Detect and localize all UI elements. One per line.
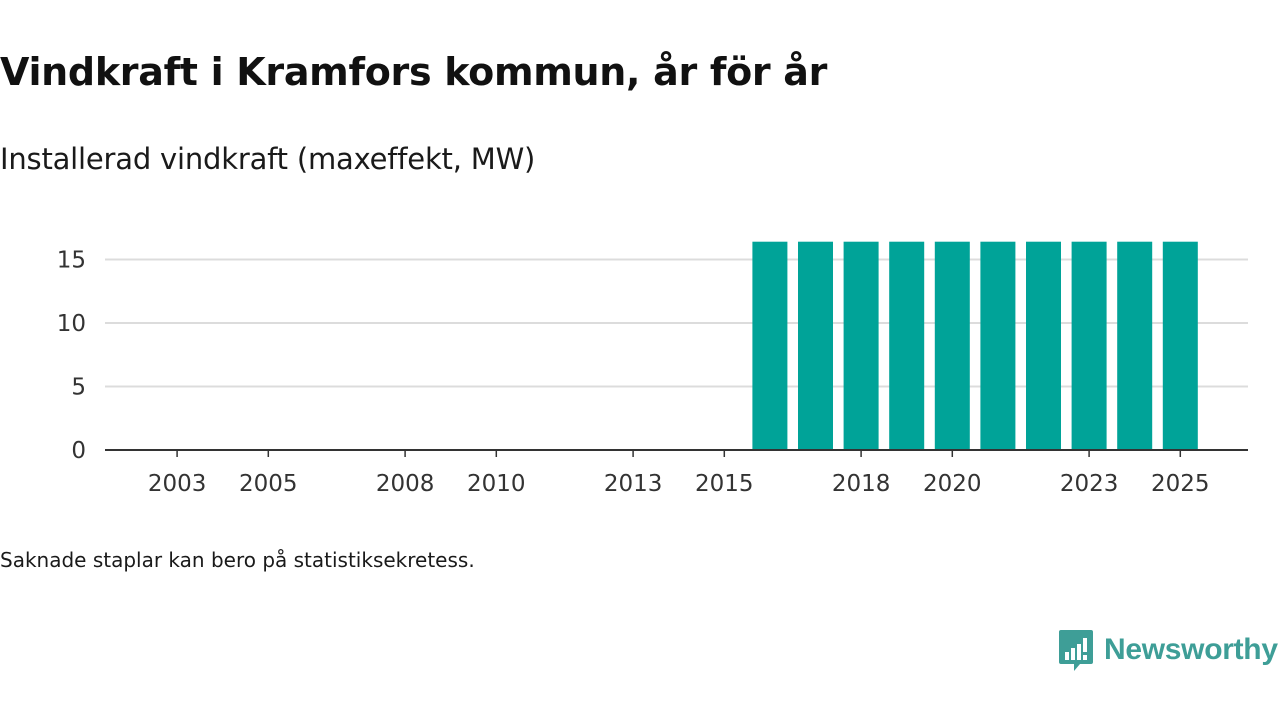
bars xyxy=(752,241,1198,450)
chart-subtitle: Installerad vindkraft (maxeffekt, MW) xyxy=(0,142,536,176)
bar-2019 xyxy=(889,241,925,450)
y-tick-label: 0 xyxy=(71,438,86,464)
x-tick-label: 2015 xyxy=(695,471,754,497)
x-tick-label: 2020 xyxy=(923,471,982,497)
bar-2017 xyxy=(798,241,833,450)
x-tick-label: 2013 xyxy=(604,471,663,497)
bar-2024 xyxy=(1117,241,1153,450)
bar-2021 xyxy=(980,241,1016,450)
bar-2020 xyxy=(934,241,970,450)
x-tick-label: 2025 xyxy=(1151,471,1210,497)
bar-2022 xyxy=(1026,241,1061,450)
x-tick-label: 2005 xyxy=(239,471,298,497)
x-tick-label: 2023 xyxy=(1060,471,1119,497)
chart-title: Vindkraft i Kramfors kommun, år för år xyxy=(0,50,828,94)
bar-2016 xyxy=(752,241,788,450)
x-tick-label: 2018 xyxy=(832,471,891,497)
bar-2018 xyxy=(843,241,879,450)
newsworthy-logo: Newsworthy xyxy=(1058,628,1278,672)
x-tick-label: 2003 xyxy=(148,471,207,497)
newsworthy-logo-icon xyxy=(1059,630,1093,671)
footnote: Saknade staplar kan bero på statistiksek… xyxy=(0,548,475,572)
x-axis-ticks: 2003 2005 2008 2010 2013 2015 2018 2020 2023 2025 xyxy=(148,450,1210,497)
bar-2023 xyxy=(1071,241,1107,450)
x-tick-label: 2008 xyxy=(376,471,435,497)
y-tick-label: 15 xyxy=(57,248,86,274)
y-tick-label: 10 xyxy=(57,311,86,337)
x-tick-label: 2010 xyxy=(467,471,526,497)
y-tick-label: 5 xyxy=(71,375,86,401)
bar-2025 xyxy=(1162,241,1198,450)
y-axis-ticks: 0 5 10 15 xyxy=(57,248,86,465)
logo-text: Newsworthy xyxy=(1104,633,1278,666)
